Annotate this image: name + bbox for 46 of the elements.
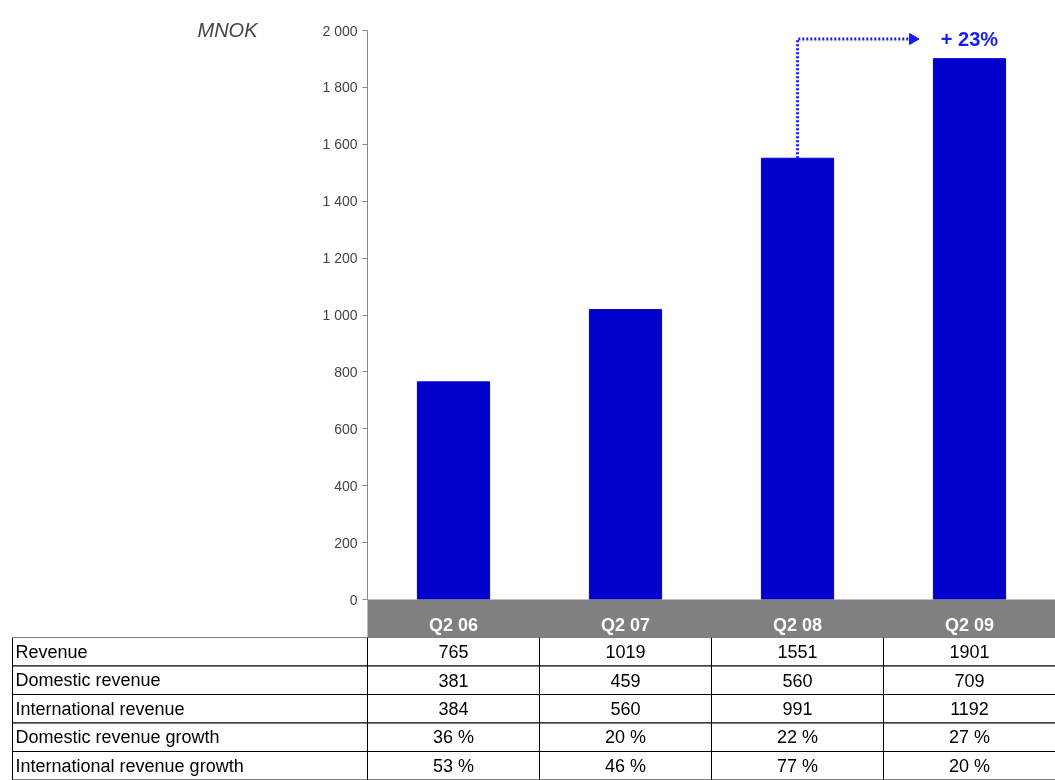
bar [932,58,1007,600]
text: Domestic revenue growth [15,727,220,748]
text: International revenue [15,698,185,719]
text: 36 % [432,727,475,748]
text: 46 % [604,755,647,776]
text: 381 [438,670,469,691]
text: 991 [782,699,813,720]
text: 53 % [432,755,475,776]
data-label: 765 [438,642,469,663]
data-label: 1019 [605,642,646,663]
bar [760,157,835,600]
text: 1192 [950,699,989,720]
text: 27 % [948,727,991,748]
text: 77 % [776,755,819,776]
text: Domestic revenue [15,670,161,691]
y-tick-label: 1 800 [322,79,358,96]
y-tick-label: 1 600 [322,136,358,153]
x-tick-label: Q2 09 [944,614,995,635]
y-tick-label: 400 [334,477,358,494]
y-tick-label: 1 400 [322,193,358,210]
x-tick-label: Q2 08 [772,614,823,635]
y-tick-label: 1 000 [322,307,358,323]
annotation: + 23% [940,28,999,51]
data-label: 1551 [777,642,818,663]
y-axis-title: MNOK [197,18,260,41]
text: 709 [954,670,985,691]
text: 20 % [948,755,991,776]
x-tick-label: Q2 06 [428,614,479,635]
text: International revenue growth [15,755,244,776]
y-tick-label: 200 [334,534,358,551]
y-tick-label: 800 [334,363,358,380]
data-label: 1901 [949,642,990,663]
y-tick-label: 1 200 [322,250,358,267]
text: 20 % [604,727,647,748]
bar [416,381,491,600]
x-tick-label: Q2 07 [600,614,651,635]
text: 560 [782,670,813,691]
text: 384 [438,699,469,720]
text: 459 [610,670,641,691]
y-tick-label: 0 [349,591,358,608]
text: 22 % [776,727,819,748]
bar [588,309,663,600]
text: 560 [610,699,641,720]
text: Revenue [15,641,88,662]
y-tick-label: 600 [334,420,358,437]
y-tick-label: 2 000 [322,22,358,39]
